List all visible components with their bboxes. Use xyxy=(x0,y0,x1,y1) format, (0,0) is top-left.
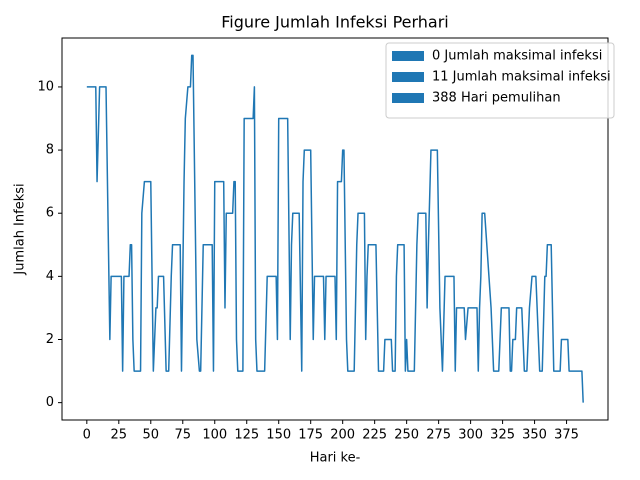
legend-swatch xyxy=(392,51,424,61)
y-tick-label: 2 xyxy=(46,332,54,347)
x-tick-label: 175 xyxy=(298,428,323,443)
x-tick-label: 350 xyxy=(522,428,547,443)
y-tick-label: 4 xyxy=(46,269,54,284)
x-tick-label: 200 xyxy=(330,428,355,443)
data-line xyxy=(86,54,584,403)
x-tick-label: 50 xyxy=(143,428,160,443)
legend-label: 0 Jumlah maksimal infeksi xyxy=(432,49,602,64)
legend-label: 388 Hari pemulihan xyxy=(432,91,561,106)
x-tick-label: 300 xyxy=(458,428,483,443)
plot-frame xyxy=(61,37,609,421)
x-tick-label: 75 xyxy=(174,428,191,443)
legend-box xyxy=(385,42,615,119)
y-tick-label: 6 xyxy=(46,206,54,221)
y-tick-label: 10 xyxy=(37,79,54,94)
y-tick-label: 0 xyxy=(46,395,54,410)
x-tick-label: 325 xyxy=(490,428,515,443)
x-tick-label: 275 xyxy=(426,428,451,443)
legend-swatch xyxy=(392,72,424,82)
x-tick-label: 25 xyxy=(111,428,128,443)
x-tick-label: 150 xyxy=(266,428,291,443)
x-tick-label: 0 xyxy=(83,428,91,443)
x-tick-label: 225 xyxy=(362,428,387,443)
y-axis-label: Jumlah Infeksi xyxy=(13,183,28,275)
x-tick-label: 250 xyxy=(394,428,419,443)
chart-title: Figure Jumlah Infeksi Perhari xyxy=(221,13,449,32)
y-tick-label: 8 xyxy=(46,143,54,158)
x-axis-label: Hari ke- xyxy=(310,451,361,466)
x-tick-label: 100 xyxy=(202,428,227,443)
x-tick-label: 375 xyxy=(554,428,579,443)
x-tick-label: 125 xyxy=(234,428,259,443)
legend-swatch xyxy=(392,93,424,103)
legend-label: 11 Jumlah maksimal infeksi xyxy=(432,70,611,85)
